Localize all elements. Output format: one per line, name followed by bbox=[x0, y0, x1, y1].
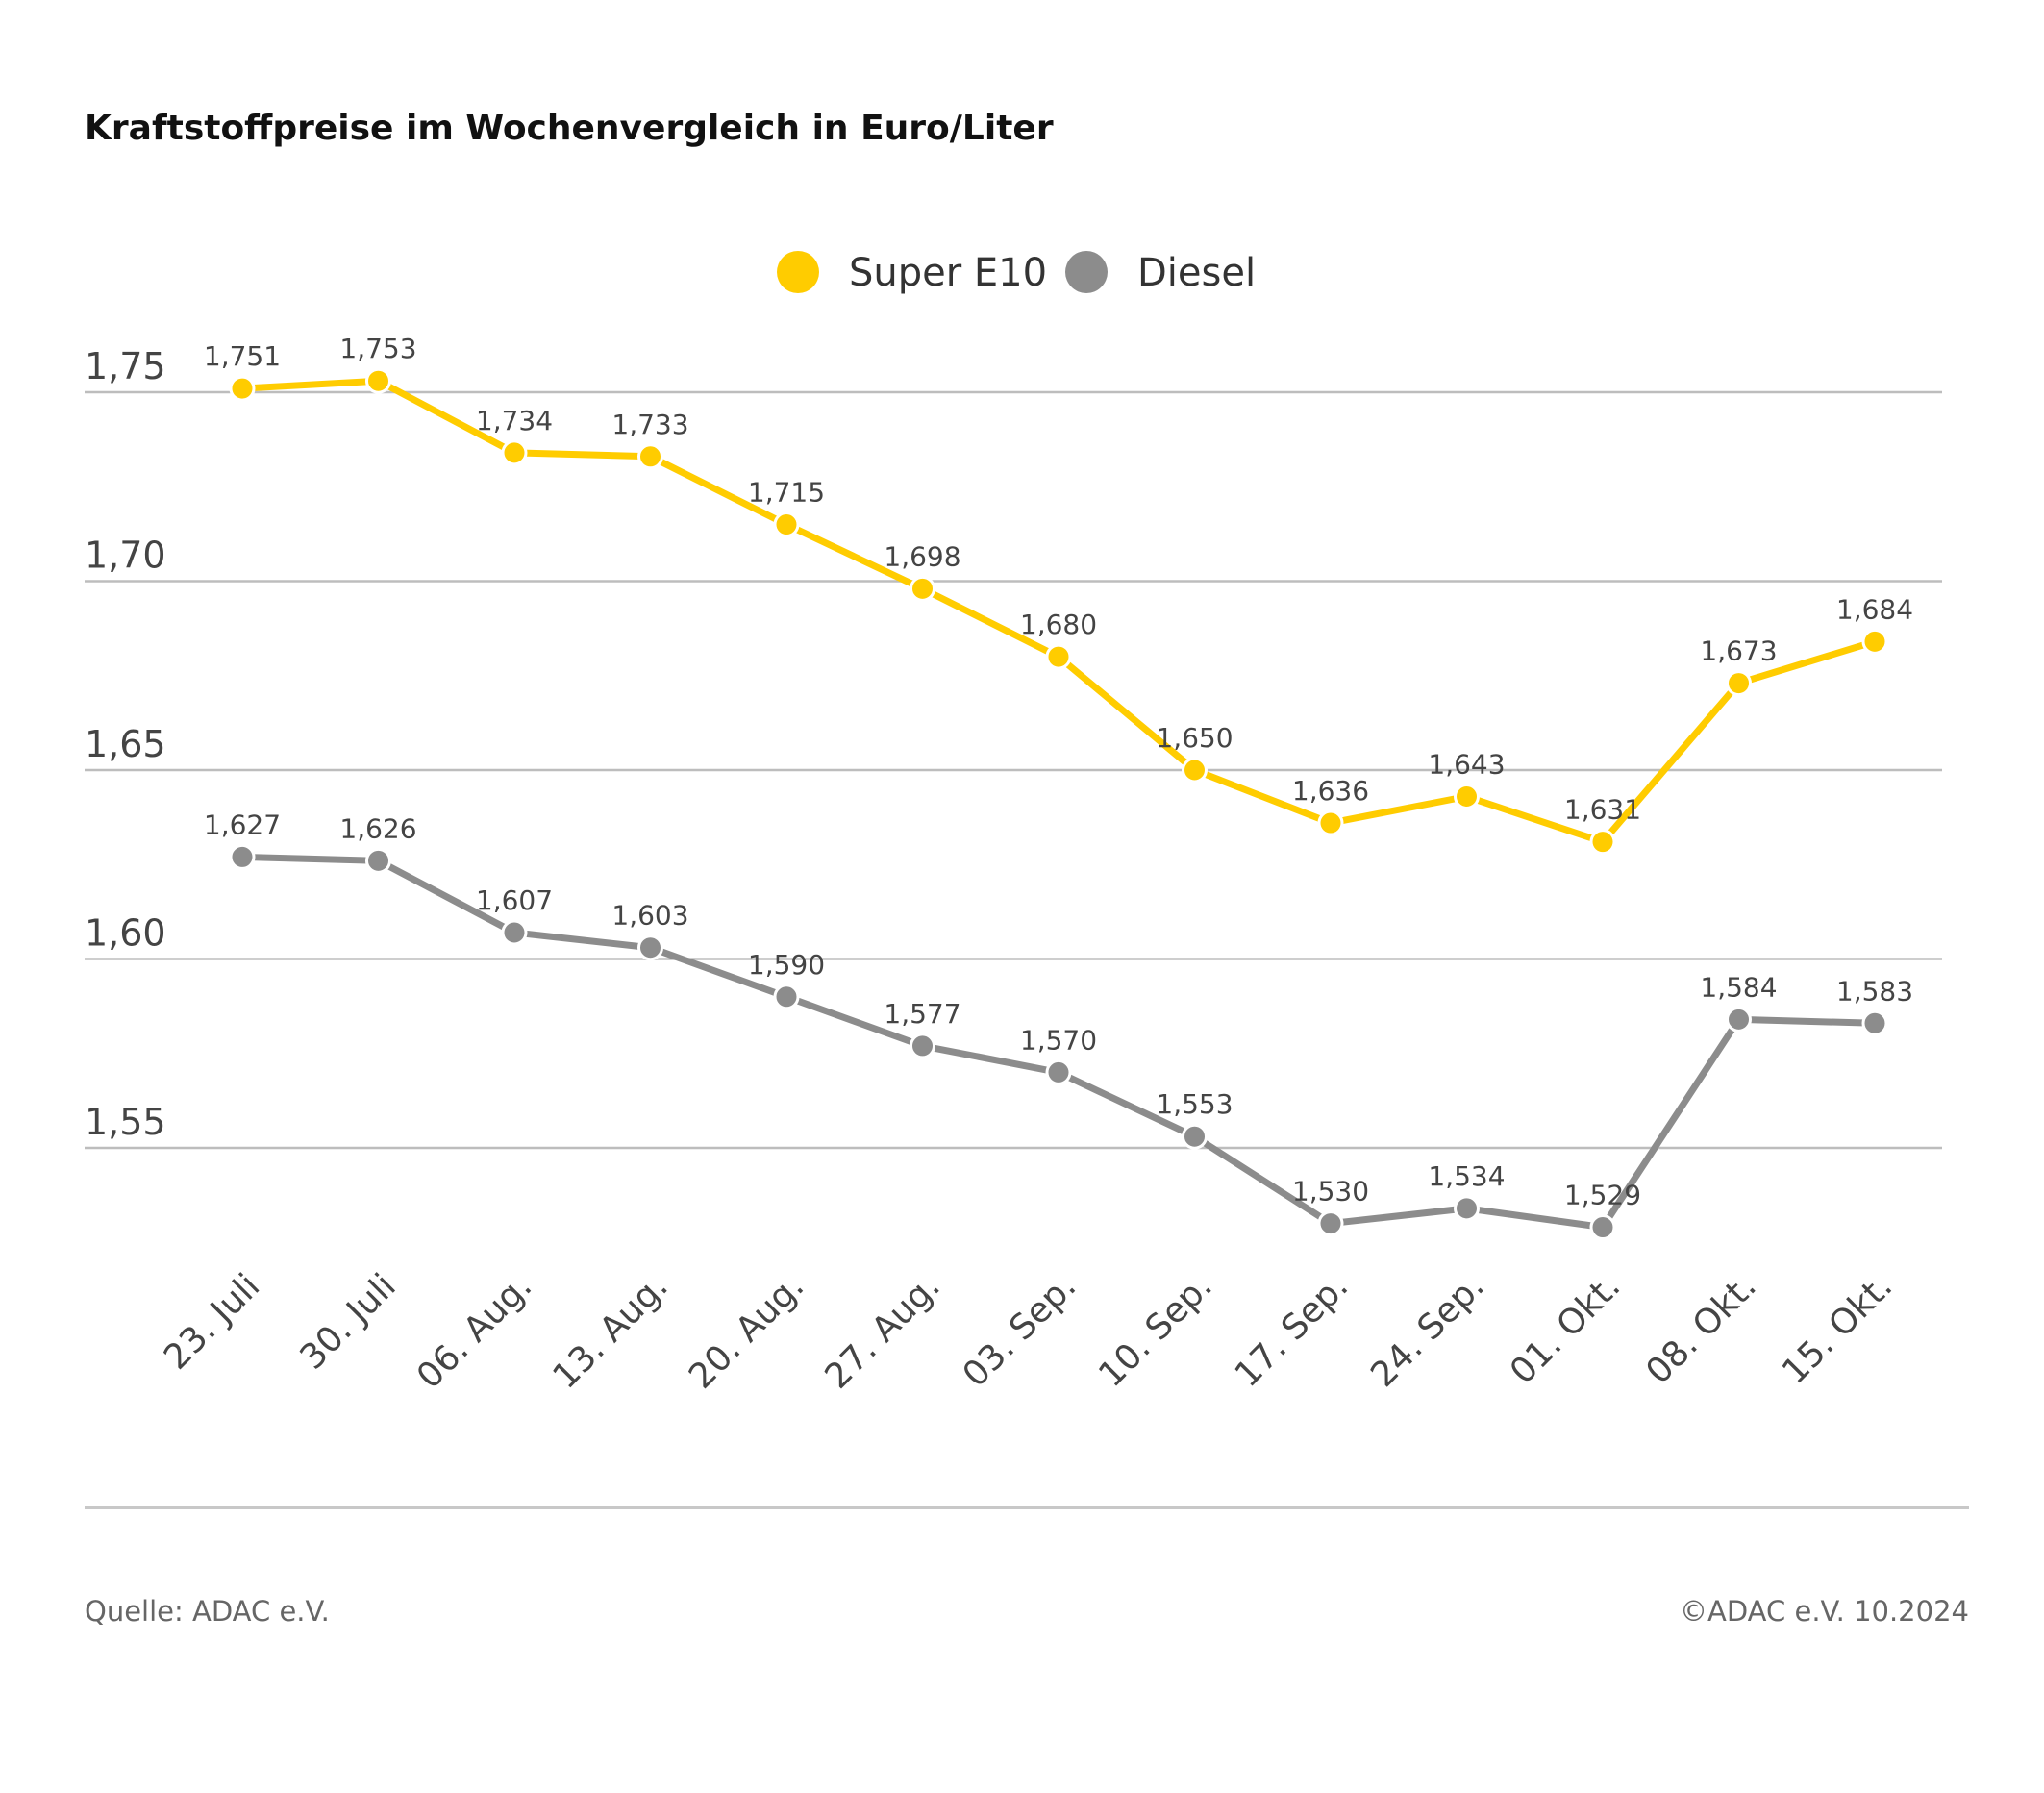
x-tick-label: 30. Juli bbox=[293, 1266, 404, 1377]
x-tick-label: 15. Okt. bbox=[1775, 1266, 1900, 1391]
x-tick-label: 13. Aug. bbox=[545, 1266, 675, 1396]
data-point-super-e10 bbox=[1589, 829, 1616, 856]
data-label-super-e10: 1,636 bbox=[1292, 775, 1369, 807]
data-label-super-e10: 1,643 bbox=[1428, 749, 1505, 781]
legend: Super E10 Diesel bbox=[777, 251, 1256, 295]
data-point-super-e10 bbox=[365, 367, 391, 394]
data-label-diesel: 1,553 bbox=[1156, 1088, 1233, 1120]
data-label-super-e10: 1,684 bbox=[1836, 593, 1913, 625]
data-point-super-e10 bbox=[1861, 628, 1888, 655]
data-label-diesel: 1,530 bbox=[1292, 1176, 1369, 1208]
data-point-diesel bbox=[1045, 1058, 1072, 1085]
series-diesel: 1,627 1,626 1,607 1,603 1,590 1,577 1,570 1,553… bbox=[204, 809, 1913, 1241]
y-tick-label: 1,70 bbox=[85, 535, 166, 577]
data-label-super-e10: 1,734 bbox=[476, 405, 553, 436]
data-point-super-e10 bbox=[773, 511, 800, 538]
data-point-super-e10 bbox=[1454, 784, 1480, 810]
data-label-diesel: 1,570 bbox=[1020, 1024, 1097, 1056]
data-point-super-e10 bbox=[1182, 757, 1208, 784]
x-tick-label: 08. Okt. bbox=[1638, 1266, 1763, 1391]
chart-title: Kraftstoffpreise im Wochenvergleich in E… bbox=[85, 109, 1054, 148]
data-point-super-e10 bbox=[501, 439, 528, 466]
legend-marker-diesel bbox=[1065, 251, 1108, 293]
data-point-diesel bbox=[1861, 1009, 1888, 1036]
x-tick-label: 27. Aug. bbox=[817, 1266, 947, 1396]
x-tick-label: 03. Sep. bbox=[956, 1266, 1084, 1395]
data-point-diesel bbox=[229, 843, 256, 870]
data-point-diesel bbox=[1317, 1210, 1344, 1237]
x-tick-label: 20. Aug. bbox=[682, 1266, 811, 1396]
legend-label-super-e10: Super E10 bbox=[849, 251, 1047, 295]
data-label-diesel: 1,626 bbox=[339, 812, 416, 844]
y-tick-label: 1,65 bbox=[85, 723, 166, 765]
data-label-diesel: 1,603 bbox=[611, 900, 688, 932]
data-point-super-e10 bbox=[1045, 643, 1072, 670]
series-layer: 1,751 1,753 1,734 1,733 1,715 1,698 1,680 1,650… bbox=[204, 333, 1913, 1241]
data-label-diesel: 1,607 bbox=[476, 884, 553, 916]
data-label-super-e10: 1,631 bbox=[1564, 794, 1641, 826]
data-point-super-e10 bbox=[910, 575, 935, 602]
x-axis-ticks: 23. Juli 30. Juli 06. Aug. 13. Aug. 20. Aug.… bbox=[157, 1266, 1900, 1396]
data-point-diesel bbox=[1726, 1006, 1752, 1033]
data-label-diesel: 1,584 bbox=[1700, 971, 1777, 1003]
series-super-e10: 1,751 1,753 1,734 1,733 1,715 1,698 1,680 1,650… bbox=[204, 333, 1913, 856]
y-tick-label: 1,75 bbox=[85, 345, 166, 387]
data-point-diesel bbox=[637, 934, 663, 961]
data-label-super-e10: 1,650 bbox=[1156, 722, 1233, 754]
data-label-super-e10: 1,751 bbox=[204, 340, 281, 372]
x-tick-label: 10. Sep. bbox=[1091, 1266, 1220, 1395]
data-point-diesel bbox=[910, 1033, 935, 1059]
data-point-diesel bbox=[1182, 1123, 1208, 1150]
data-point-diesel bbox=[1589, 1214, 1616, 1241]
legend-label-diesel: Diesel bbox=[1137, 251, 1256, 295]
data-label-super-e10: 1,715 bbox=[748, 477, 825, 509]
data-label-diesel: 1,529 bbox=[1564, 1180, 1641, 1211]
data-point-diesel bbox=[501, 919, 528, 946]
data-label-diesel: 1,583 bbox=[1836, 975, 1913, 1007]
data-point-diesel bbox=[1454, 1195, 1480, 1222]
data-point-super-e10 bbox=[1726, 670, 1752, 697]
x-tick-label: 24. Sep. bbox=[1363, 1266, 1492, 1395]
data-point-diesel bbox=[773, 984, 800, 1010]
data-point-super-e10 bbox=[1317, 809, 1344, 836]
data-label-super-e10: 1,753 bbox=[339, 333, 416, 364]
data-label-diesel: 1,627 bbox=[204, 809, 281, 840]
x-tick-label: 17. Sep. bbox=[1228, 1266, 1357, 1395]
x-tick-label: 06. Aug. bbox=[410, 1266, 539, 1396]
x-tick-label: 01. Okt. bbox=[1503, 1266, 1628, 1391]
copyright-note: ©ADAC e.V. 10.2024 bbox=[1680, 1595, 1969, 1628]
grid-layer: 1,75 1,70 1,65 1,60 1,55 bbox=[85, 345, 1942, 1150]
data-point-diesel bbox=[365, 847, 391, 874]
data-label-diesel: 1,577 bbox=[884, 998, 960, 1030]
data-label-super-e10: 1,673 bbox=[1700, 635, 1777, 667]
y-tick-label: 1,60 bbox=[85, 912, 166, 955]
x-tick-label: 23. Juli bbox=[157, 1266, 267, 1377]
data-label-super-e10: 1,698 bbox=[884, 540, 960, 572]
data-label-diesel: 1,534 bbox=[1428, 1160, 1505, 1192]
y-tick-label: 1,55 bbox=[85, 1101, 166, 1143]
data-label-super-e10: 1,733 bbox=[611, 409, 688, 440]
data-point-super-e10 bbox=[229, 375, 256, 402]
legend-marker-super-e10 bbox=[777, 251, 819, 293]
data-label-diesel: 1,590 bbox=[748, 949, 825, 981]
data-label-super-e10: 1,680 bbox=[1020, 609, 1097, 640]
source-note: Quelle: ADAC e.V. bbox=[85, 1595, 330, 1628]
data-point-super-e10 bbox=[637, 443, 663, 470]
